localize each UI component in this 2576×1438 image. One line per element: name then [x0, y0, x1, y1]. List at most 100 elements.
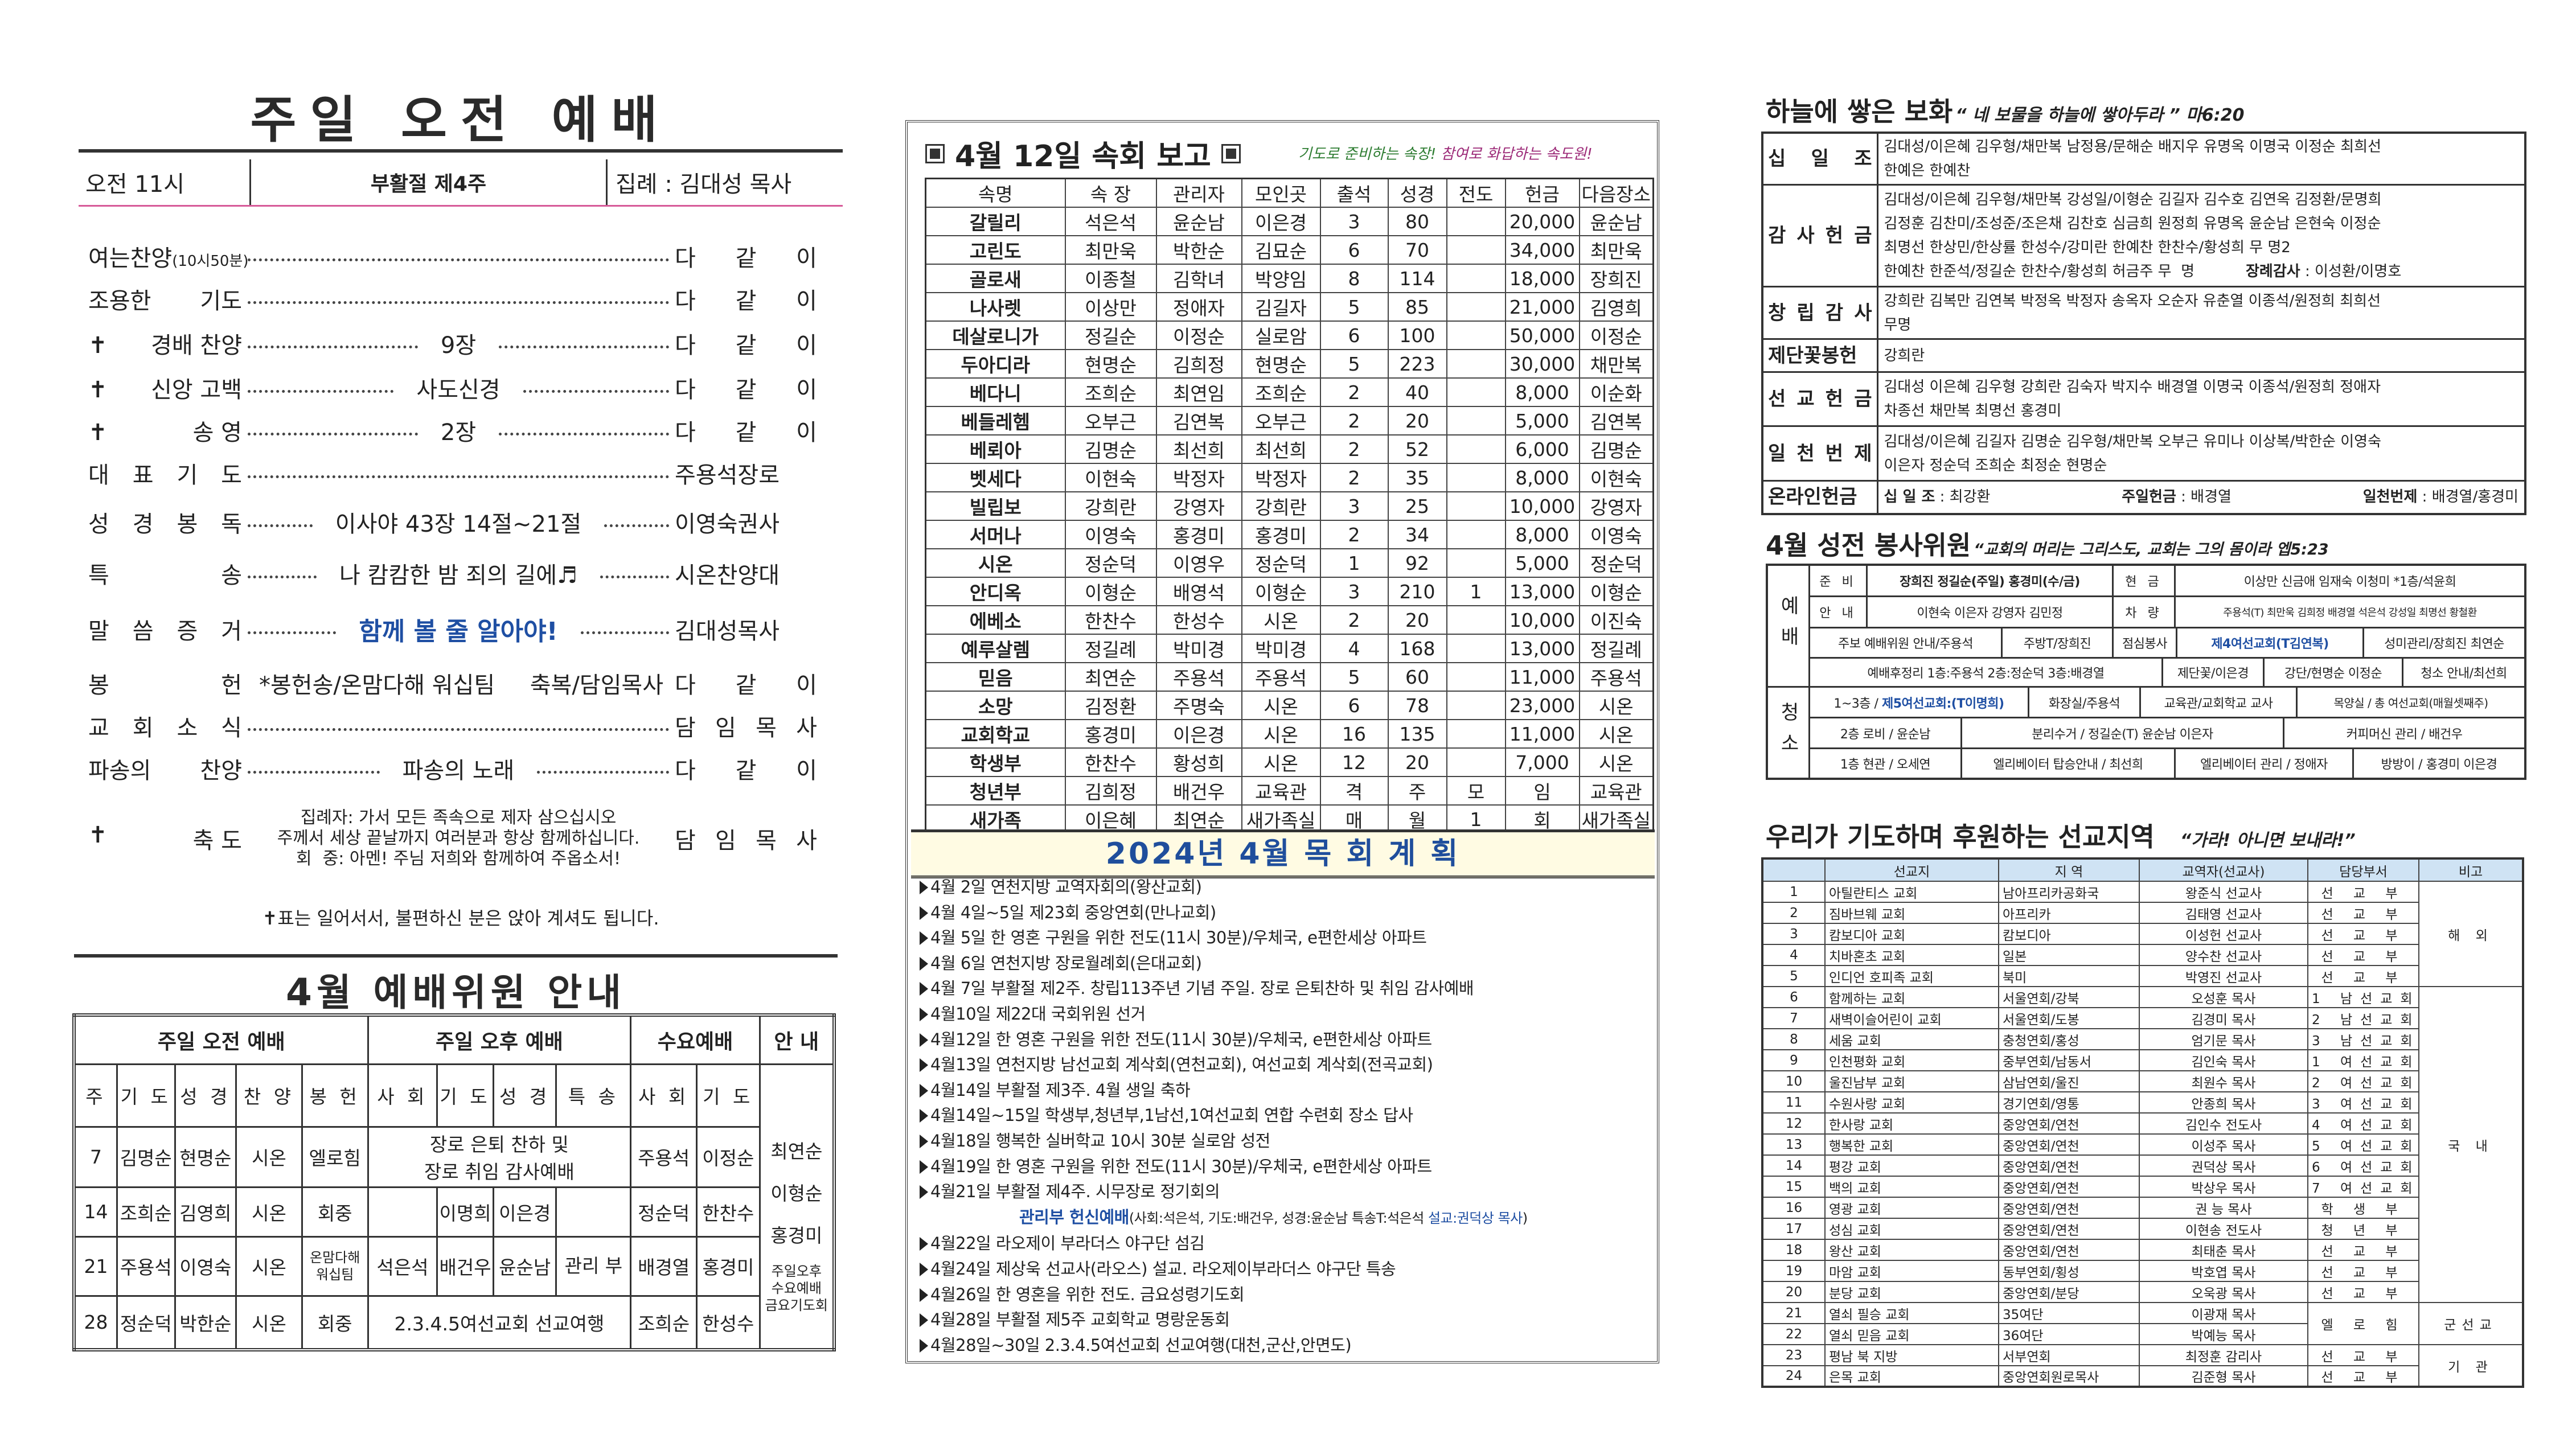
mission-region: 중앙연회/연천 — [1998, 1176, 2140, 1198]
report-cell: 8,000 — [1504, 463, 1580, 492]
triangle-bullet-icon — [920, 1237, 928, 1251]
service-duty: 1층 현관 / 오세연 — [1810, 749, 1962, 778]
report-cell: 18,000 — [1504, 264, 1580, 293]
report-column-header: 다음장소 — [1578, 178, 1654, 208]
triangle-bullet-icon — [920, 1288, 928, 1302]
order-label-char: 파송의 — [88, 758, 151, 784]
offering-line: 강희란 — [1884, 344, 2519, 368]
report-cell: 박미경 — [1155, 634, 1242, 663]
offering-line: 차종선 채만복 최명선 홍경미 — [1884, 399, 2519, 423]
roster-column-header: 기 도 — [116, 1063, 176, 1128]
offering-line: 김대성/이은혜 김길자 김명순 김우형/채만복 오부근 유미나 이상복/박한순 … — [1884, 430, 2519, 454]
service-row: 예배후정리 1층:주용석 2층:정순덕 3층:배경열 제단꽃/이은경 강단/현명… — [1810, 659, 2524, 688]
report-column-header: 모인곳 — [1241, 178, 1321, 208]
online-item: 십 일 조 : 최강환 — [1884, 485, 1991, 509]
report-cell: 최만욱 — [1064, 235, 1157, 265]
order-label-char: 식 — [221, 715, 242, 741]
order-label-char: 거 — [221, 618, 242, 644]
report-column-header: 전도 — [1446, 178, 1506, 208]
mission-church: 은목 교회 — [1824, 1365, 1999, 1387]
mission-pastor: 오성훈 목사 — [2139, 986, 2308, 1008]
group-name: 믿음 — [925, 662, 1066, 692]
report-cell — [1446, 235, 1506, 265]
special-offering-value: : 이성환/이명호 — [2300, 263, 2402, 280]
report-row: 소망 김정환 주명숙 시온 6 78 23,000 시온 — [925, 691, 1654, 720]
mission-pastor: 최태춘 목사 — [2139, 1239, 2308, 1261]
report-row: 학생부 한찬수 황성희 시온 12 20 7,000 시온 — [925, 747, 1654, 777]
mission-pastor: 박영진 선교사 — [2139, 965, 2308, 987]
mission-region: 경기연회/영통 — [1998, 1091, 2140, 1114]
mission-pastor: 양수찬 선교사 — [2139, 944, 2308, 966]
report-cell: 13,000 — [1504, 577, 1580, 606]
order-content-extra: 축복/담임목사 — [530, 672, 663, 699]
service-duty: 강단/현명순 이정순 — [2265, 659, 2403, 686]
report-cell: 최연임 — [1155, 377, 1242, 407]
mission-pastor: 이광재 목사 — [2139, 1302, 2308, 1324]
mission-number: 14 — [1762, 1154, 1826, 1177]
order-label-char: 경 — [132, 511, 154, 537]
service-row: 안 내 이현숙 이은자 강영자 김민정 차 량 주용석(T) 최만욱 김희정 배… — [1810, 597, 2524, 628]
report-cell: 실로암 — [1241, 321, 1321, 350]
report-cell: 격 — [1319, 776, 1389, 806]
mission-number: 16 — [1762, 1197, 1826, 1219]
triangle-bullet-icon — [920, 1109, 928, 1123]
group-name: 데살로니가 — [925, 321, 1066, 350]
dots — [248, 631, 337, 634]
roster-name: 김명순 — [116, 1125, 176, 1188]
roster-name — [555, 1186, 632, 1238]
report-cell — [1446, 747, 1506, 777]
mission-row: 5 인디언 호피족 교회 북미 박영진 선교사 선 교 부 — [1762, 965, 2523, 987]
mission-church: 인천평화 교회 — [1824, 1049, 1999, 1071]
mission-region: 중앙연회/연천 — [1998, 1112, 2140, 1135]
mission-pastor: 이현송 전도사 — [2139, 1218, 2308, 1240]
mission-pastor: 권 능 목사 — [2139, 1197, 2308, 1219]
square-bullet-icon — [1221, 143, 1241, 163]
order-item: 조용한 기도 다 같 이 — [88, 282, 817, 316]
report-row: 예루살렘 정길례 박미경 박미경 4 168 13,000 정길례 — [925, 634, 1654, 663]
mission-region: 중앙연회/분당 — [1998, 1281, 2140, 1303]
service-duty-team: 제5여선교회:(T이명희) — [1881, 696, 2004, 711]
order-label-char: 기 — [177, 462, 198, 488]
roster-name: 시온 — [235, 1125, 303, 1188]
report-cell: 김희정 — [1155, 349, 1242, 379]
mission-number: 13 — [1762, 1133, 1826, 1156]
mission-verse: “가라! 아니면 보내라!” — [2180, 831, 2356, 851]
report-cell: 20 — [1387, 406, 1447, 435]
report-row: 안디옥 이형순 배영석 이형순 3 210 1 13,000 이형순 — [925, 577, 1654, 606]
offering-names: 김대성/이은혜 김우형/채만복 남정용/문해순 배지우 유명옥 이명국 이정순 … — [1876, 132, 2526, 186]
plan-item: 4월 7일 부활절 제2주. 창립113주년 기념 주일. 장로 은퇴찬하 및 … — [920, 976, 1654, 1001]
report-cell: 황성희 — [1155, 747, 1242, 777]
report-cell: 1 — [1446, 804, 1506, 834]
report-cell: 85 — [1387, 292, 1447, 322]
mission-church: 열쇠 믿음 교회 — [1824, 1323, 1999, 1345]
report-cell — [1446, 634, 1506, 663]
online-offering-items: 십 일 조 : 최강환 주일헌금 : 배경열 일천번제 : 배경열/홍경미 — [1884, 485, 2519, 509]
roster-column-header: 사 회 — [367, 1063, 438, 1128]
service-row: 1~3층 / 제5여선교회:(T이명희) 화장실/주용석 교육관/교회학교 교사… — [1810, 688, 2524, 718]
report-cell — [1446, 406, 1506, 435]
report-cell: 5 — [1319, 349, 1389, 379]
service-role: 현 금 — [2114, 566, 2176, 595]
group-name: 골로새 — [925, 264, 1066, 293]
offering-names: 강희란 김복만 김연복 박정옥 박정자 송옥자 오순자 유춘열 이종석/원정희 … — [1876, 286, 2526, 340]
report-cell: 시온 — [1241, 719, 1321, 749]
service-role: 준 비 — [1810, 566, 1868, 595]
report-cell: 2 — [1319, 377, 1389, 407]
report-cell: 이진숙 — [1578, 605, 1654, 635]
service-duty: 점심봉사 — [2114, 628, 2177, 657]
mission-church: 함께하는 교회 — [1824, 986, 1999, 1008]
merged-line: 장로 은퇴 찬하 및 — [429, 1133, 569, 1156]
mission-title: 우리가 기도하며 후원하는 선교지역 — [1766, 821, 2155, 852]
report-cell: 11,000 — [1504, 662, 1580, 692]
mission-church: 인디언 호피족 교회 — [1824, 965, 1999, 987]
report-cell — [1446, 605, 1506, 635]
roster-row: 21 주용석 이영숙 시온 온맘다해 워십팀 석은석 배건우 윤순남 관리 부 배경열 홍경미 — [73, 1235, 834, 1297]
mission-row: 17 성심 교회 중앙연회/연천 이현송 전도사 청 년 부 — [1762, 1218, 2523, 1240]
order-content: 이사야 43장 14절~21절 — [335, 511, 582, 537]
mission-pastor: 박예능 목사 — [2139, 1323, 2308, 1345]
stand-mark: ✝ — [88, 420, 108, 446]
